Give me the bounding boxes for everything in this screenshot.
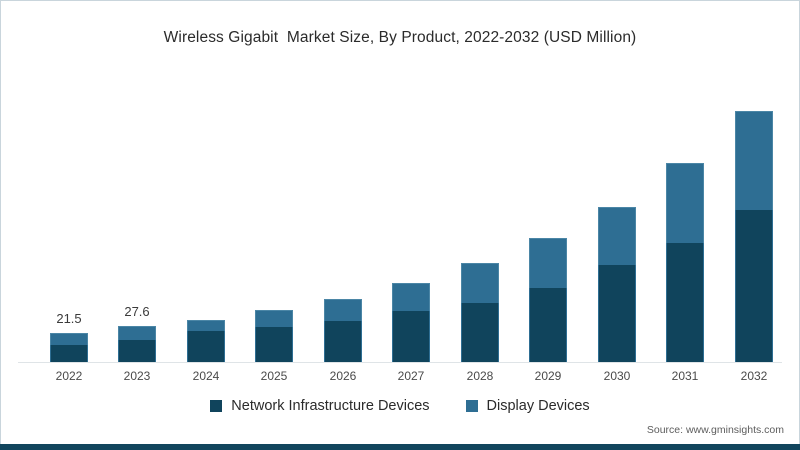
x-axis-tick-2022: 2022 bbox=[55, 369, 83, 383]
bar-segment-network-infrastructure-devices[interactable] bbox=[118, 340, 156, 362]
stacked-bar[interactable] bbox=[735, 111, 773, 362]
bar-group bbox=[50, 333, 88, 362]
bar-segment-network-infrastructure-devices[interactable] bbox=[255, 327, 293, 362]
x-axis-tick-2023: 2023 bbox=[123, 369, 151, 383]
source-attribution: Source: www.gminsights.com bbox=[646, 424, 784, 436]
bar-segment-display-devices[interactable] bbox=[598, 207, 636, 265]
x-axis-tick-2030: 2030 bbox=[603, 369, 631, 383]
bar-segment-network-infrastructure-devices[interactable] bbox=[50, 345, 88, 362]
bar-segment-display-devices[interactable] bbox=[187, 320, 225, 331]
bar-group bbox=[187, 320, 225, 362]
bar-segment-display-devices[interactable] bbox=[118, 326, 156, 340]
bar-group bbox=[118, 326, 156, 362]
x-axis-tick-2031: 2031 bbox=[671, 369, 699, 383]
bar-group bbox=[598, 207, 636, 362]
x-axis-line bbox=[18, 362, 782, 363]
bar-segment-display-devices[interactable] bbox=[392, 283, 430, 311]
stacked-bar[interactable] bbox=[118, 326, 156, 362]
bar-segment-display-devices[interactable] bbox=[666, 163, 704, 243]
x-axis-tick-2032: 2032 bbox=[740, 369, 768, 383]
bar-group bbox=[529, 238, 567, 362]
bar-group bbox=[666, 163, 704, 362]
bar-group bbox=[735, 111, 773, 362]
legend-swatch-icon bbox=[465, 400, 478, 412]
legend-swatch-icon bbox=[210, 400, 223, 412]
stacked-bar[interactable] bbox=[324, 299, 362, 362]
bar-value-label: 27.6 bbox=[124, 304, 150, 319]
stacked-bar[interactable] bbox=[50, 333, 88, 362]
bar-group bbox=[324, 299, 362, 362]
bar-group bbox=[461, 263, 499, 362]
x-axis-tick-2025: 2025 bbox=[260, 369, 288, 383]
bar-segment-display-devices[interactable] bbox=[324, 299, 362, 321]
bar-value-label: 21.5 bbox=[56, 311, 82, 326]
bar-segment-network-infrastructure-devices[interactable] bbox=[598, 265, 636, 362]
x-axis-tick-2026: 2026 bbox=[329, 369, 357, 383]
page-title: Wireless Gigabit Market Size, By Product… bbox=[163, 29, 637, 46]
bar-segment-network-infrastructure-devices[interactable] bbox=[735, 210, 773, 362]
bar-group bbox=[392, 283, 430, 362]
stacked-bar[interactable] bbox=[392, 283, 430, 362]
bar-group bbox=[255, 310, 293, 362]
legend-label: Network Infrastructure Devices bbox=[231, 398, 430, 414]
bar-segment-display-devices[interactable] bbox=[461, 263, 499, 303]
bottom-accent-strip bbox=[0, 444, 800, 450]
stacked-bar[interactable] bbox=[529, 238, 567, 362]
bar-segment-network-infrastructure-devices[interactable] bbox=[392, 311, 430, 362]
stacked-bar[interactable] bbox=[255, 310, 293, 362]
x-axis-tick-2024: 2024 bbox=[192, 369, 220, 383]
bar-segment-display-devices[interactable] bbox=[50, 333, 88, 345]
legend-item[interactable]: Network Infrastructure Devices bbox=[210, 398, 430, 414]
bar-segment-network-infrastructure-devices[interactable] bbox=[324, 321, 362, 362]
bar-segment-network-infrastructure-devices[interactable] bbox=[461, 303, 499, 362]
x-axis-tick-2028: 2028 bbox=[466, 369, 494, 383]
bar-segment-network-infrastructure-devices[interactable] bbox=[187, 331, 225, 362]
stacked-bar[interactable] bbox=[187, 320, 225, 362]
chart-legend: Network Infrastructure Devices Display De… bbox=[0, 398, 800, 414]
x-axis-tick-2029: 2029 bbox=[534, 369, 562, 383]
bar-segment-display-devices[interactable] bbox=[255, 310, 293, 327]
stacked-bar[interactable] bbox=[461, 263, 499, 362]
legend-label: Display Devices bbox=[486, 398, 590, 414]
x-axis-tick-2027: 2027 bbox=[397, 369, 425, 383]
bar-segment-network-infrastructure-devices[interactable] bbox=[666, 243, 704, 362]
stacked-bar[interactable] bbox=[666, 163, 704, 362]
stacked-bar[interactable] bbox=[598, 207, 636, 362]
bar-segment-network-infrastructure-devices[interactable] bbox=[529, 288, 567, 362]
legend-item[interactable]: Display Devices bbox=[465, 398, 590, 414]
bar-segment-display-devices[interactable] bbox=[529, 238, 567, 288]
bar-segment-display-devices[interactable] bbox=[735, 111, 773, 210]
